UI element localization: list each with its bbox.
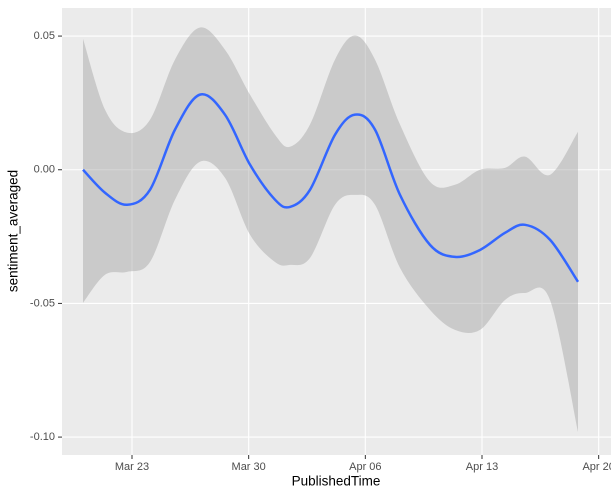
y-tick-label: 0.00 bbox=[34, 164, 55, 176]
x-tick-label: Apr 20 bbox=[582, 461, 611, 473]
y-tick-label: 0.05 bbox=[34, 30, 55, 42]
x-tick-label: Apr 13 bbox=[466, 461, 498, 473]
x-tick-label: Mar 30 bbox=[232, 461, 266, 473]
y-tick-label: -0.10 bbox=[30, 431, 55, 443]
x-axis-title: PublishedTime bbox=[292, 474, 381, 489]
y-axis-title: sentiment_averaged bbox=[6, 170, 21, 292]
panel bbox=[62, 8, 611, 455]
x-tick-label: Apr 06 bbox=[349, 461, 381, 473]
confidence-band bbox=[83, 27, 578, 433]
x-tick-label: Mar 23 bbox=[115, 461, 149, 473]
smooth-line bbox=[82, 93, 580, 283]
y-tick-label: -0.05 bbox=[30, 297, 55, 309]
